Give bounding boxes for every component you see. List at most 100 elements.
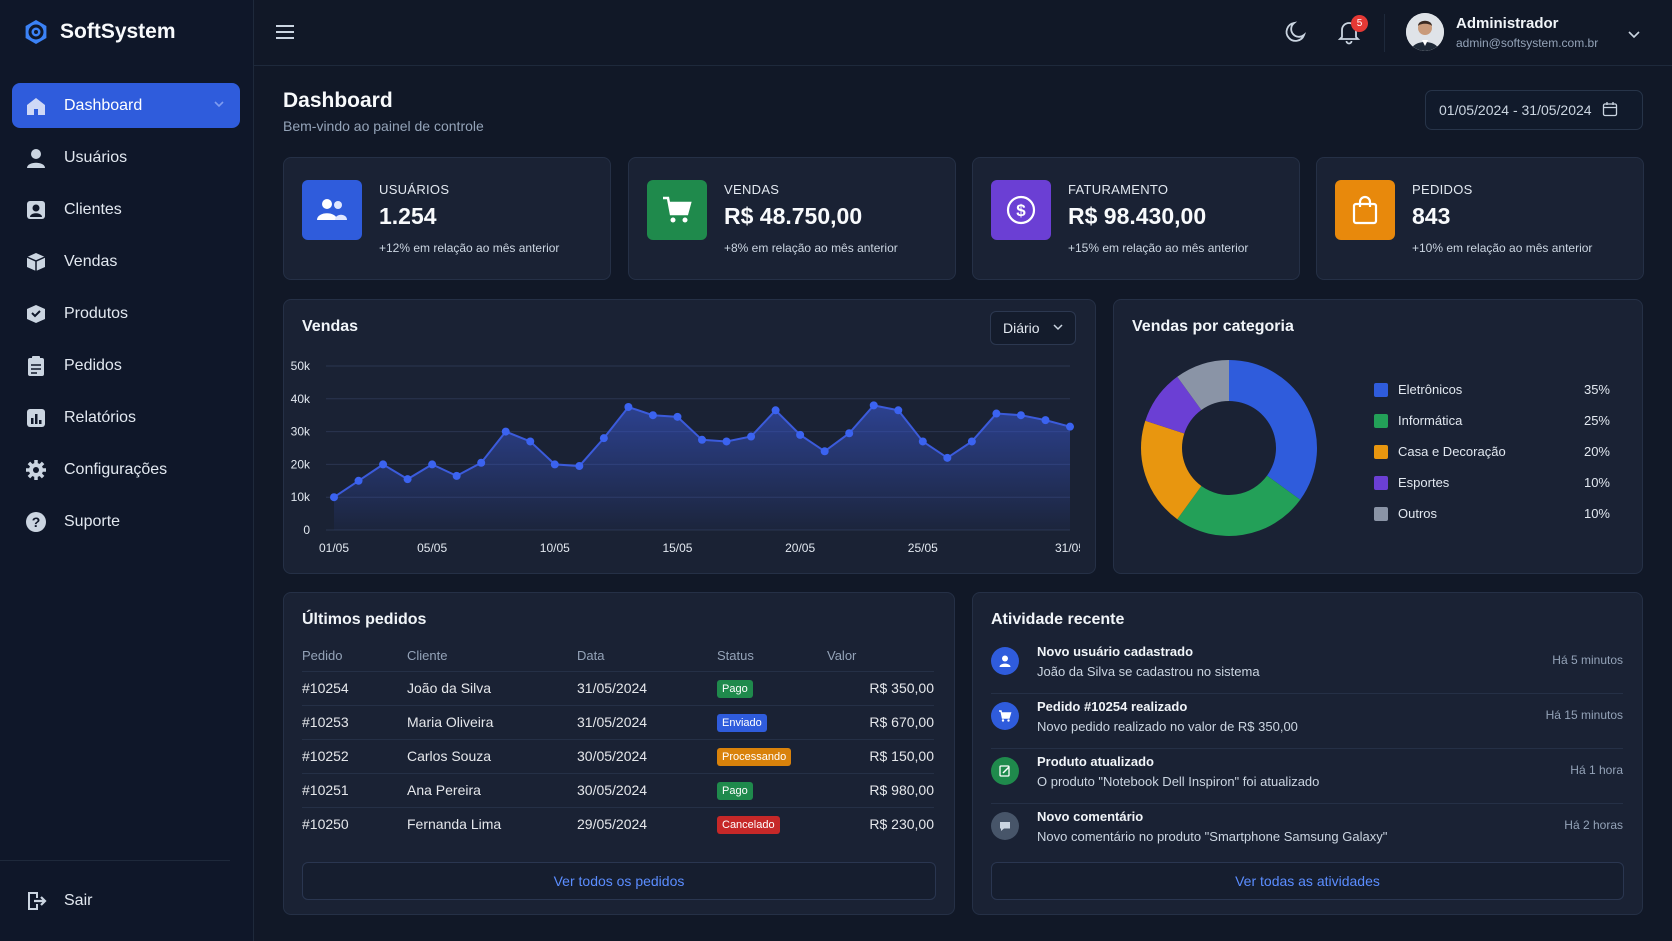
orders-table-body: #10254 João da Silva 31/05/2024 Pago R$ 350,… (302, 670, 934, 841)
data-point[interactable] (673, 412, 682, 421)
shopping-bag-icon (1352, 195, 1378, 225)
data-point[interactable] (1066, 422, 1074, 431)
sidebar-item-pedidos[interactable]: Pedidos (12, 343, 240, 388)
edit-icon (991, 757, 1019, 785)
data-point[interactable] (943, 453, 952, 462)
data-point[interactable] (599, 434, 608, 443)
column-header[interactable]: Status (717, 648, 754, 664)
status-badge: Pago (717, 679, 753, 698)
data-point[interactable] (403, 475, 412, 484)
list-item[interactable]: Produto atualizado O produto "Notebook De… (991, 749, 1623, 804)
list-item[interactable]: Novo usuário cadastrado João da Silva se … (991, 639, 1623, 694)
data-point[interactable] (722, 437, 731, 446)
avatar[interactable] (1406, 13, 1444, 51)
data-point[interactable] (845, 429, 854, 438)
donut-slice-2[interactable] (1177, 475, 1301, 536)
user-email: admin@softsystem.com.br (1456, 36, 1599, 50)
donut-slice-3[interactable] (1141, 420, 1202, 520)
data-point[interactable] (501, 427, 510, 436)
sidebar-item-suporte[interactable]: ? Suporte (12, 499, 240, 544)
legend-entry[interactable]: Outros 10% (1374, 498, 1610, 529)
data-point[interactable] (1016, 411, 1025, 420)
legend-entry[interactable]: Casa e Decoração 20% (1374, 436, 1610, 467)
data-point[interactable] (820, 447, 829, 456)
data-point[interactable] (648, 411, 657, 420)
sidebar-item-clientes[interactable]: Clientes (12, 187, 240, 232)
sidebar-item-configuracoes[interactable]: Configurações (12, 447, 240, 492)
data-point[interactable] (354, 476, 363, 485)
list-item[interactable]: Novo comentário Novo comentário no produt… (991, 804, 1623, 859)
kpi-label: USUÁRIOS (379, 182, 450, 197)
order-date: 30/05/2024 (577, 738, 717, 773)
legend-entry[interactable]: Esportes 10% (1374, 467, 1610, 498)
legend-entry[interactable]: Informática 25% (1374, 405, 1610, 436)
data-point[interactable] (918, 437, 927, 446)
data-point[interactable] (379, 460, 388, 469)
column-header[interactable]: Valor (827, 648, 857, 664)
kpi-card-pedidos[interactable]: PEDIDOS 843 +10% em relação ao mês anter… (1316, 157, 1644, 280)
activity-time: Há 2 horas (1564, 818, 1623, 832)
users-icon (317, 199, 347, 220)
order-value: R$ 150,00 (827, 738, 934, 773)
table-row[interactable]: #10254 João da Silva 31/05/2024 Pago R$ 350,… (302, 670, 934, 705)
legend-entry[interactable]: Eletrônicos 35% (1374, 374, 1610, 405)
status-badge: Cancelado (717, 815, 780, 834)
data-point[interactable] (869, 401, 878, 410)
data-point[interactable] (428, 460, 437, 469)
legend-percent: 10% (1583, 475, 1610, 490)
data-point[interactable] (624, 403, 633, 411)
data-point[interactable] (550, 460, 559, 469)
column-header[interactable]: Data (577, 648, 605, 664)
data-point[interactable] (330, 493, 338, 502)
view-all-orders-button[interactable]: Ver todos os pedidos (302, 862, 936, 900)
sidebar-item-usuarios[interactable]: Usuários (12, 135, 240, 180)
table-row[interactable]: #10252 Carlos Souza 30/05/2024 Processando R… (302, 738, 934, 773)
donut-slice-4[interactable] (1145, 376, 1202, 434)
table-row[interactable]: #10251 Ana Pereira 30/05/2024 Pago R$ 980,00 (302, 772, 934, 807)
y-tick-label: 30k (291, 425, 311, 439)
view-all-activities-button[interactable]: Ver todas as atividades (991, 862, 1624, 900)
sidebar-item-label: Suporte (64, 512, 121, 530)
data-point[interactable] (771, 406, 780, 415)
brand[interactable]: SoftSystem (22, 18, 176, 46)
kpi-delta: +12% em relação ao mês anterior (379, 241, 560, 255)
donut-slice-1[interactable] (1229, 360, 1317, 500)
moon-icon[interactable] (1284, 20, 1308, 49)
period-select[interactable]: Diário (990, 311, 1076, 345)
orders-title: Últimos pedidos (302, 611, 427, 628)
y-tick-label: 50k (291, 359, 311, 373)
table-row[interactable]: #10250 Fernanda Lima 29/05/2024 Cancelado R$… (302, 806, 934, 841)
data-point[interactable] (796, 430, 805, 439)
chevron-down-icon[interactable] (1627, 27, 1641, 46)
data-point[interactable] (477, 458, 486, 467)
column-header[interactable]: Pedido (302, 648, 343, 664)
sidebar-item-dashboard[interactable]: Dashboard (12, 83, 240, 128)
column-header[interactable]: Cliente (407, 648, 448, 664)
logout-label: Sair (64, 891, 93, 909)
data-point[interactable] (575, 462, 584, 471)
home-icon (24, 94, 48, 118)
data-point[interactable] (452, 471, 461, 480)
data-point[interactable] (992, 409, 1001, 418)
x-tick-label: 01/05 (319, 541, 349, 555)
kpi-card-faturamento[interactable]: $ FATURAMENTO R$ 98.430,00 +15% em relaç… (972, 157, 1300, 280)
kpi-delta: +10% em relação ao mês anterior (1412, 241, 1593, 255)
kpi-card-vendas[interactable]: VENDAS R$ 48.750,00 +8% em relação ao mê… (628, 157, 956, 280)
data-point[interactable] (894, 406, 903, 415)
data-point[interactable] (698, 435, 706, 444)
kpi-card-usuarios[interactable]: USUÁRIOS 1.254 +12% em relação ao mês an… (283, 157, 611, 280)
data-point[interactable] (526, 437, 535, 446)
logout-button[interactable]: Sair (12, 878, 240, 923)
data-point[interactable] (1041, 416, 1050, 425)
sidebar-item-vendas[interactable]: Vendas (12, 239, 240, 284)
sidebar-item-produtos[interactable]: Produtos (12, 291, 240, 336)
sidebar-item-relatorios[interactable]: Relatórios (12, 395, 240, 440)
donut-slice-5[interactable] (1177, 360, 1229, 410)
table-row[interactable]: #10253 Maria Oliveira 31/05/2024 Enviado R$ … (302, 704, 934, 739)
data-point[interactable] (967, 437, 976, 446)
legend-swatch (1374, 413, 1388, 428)
date-range-picker[interactable]: 01/05/2024 - 31/05/2024 (1425, 90, 1643, 130)
data-point[interactable] (747, 432, 756, 441)
menu-icon[interactable] (274, 21, 296, 48)
list-item[interactable]: Pedido #10254 realizado Novo pedido reali… (991, 694, 1623, 749)
